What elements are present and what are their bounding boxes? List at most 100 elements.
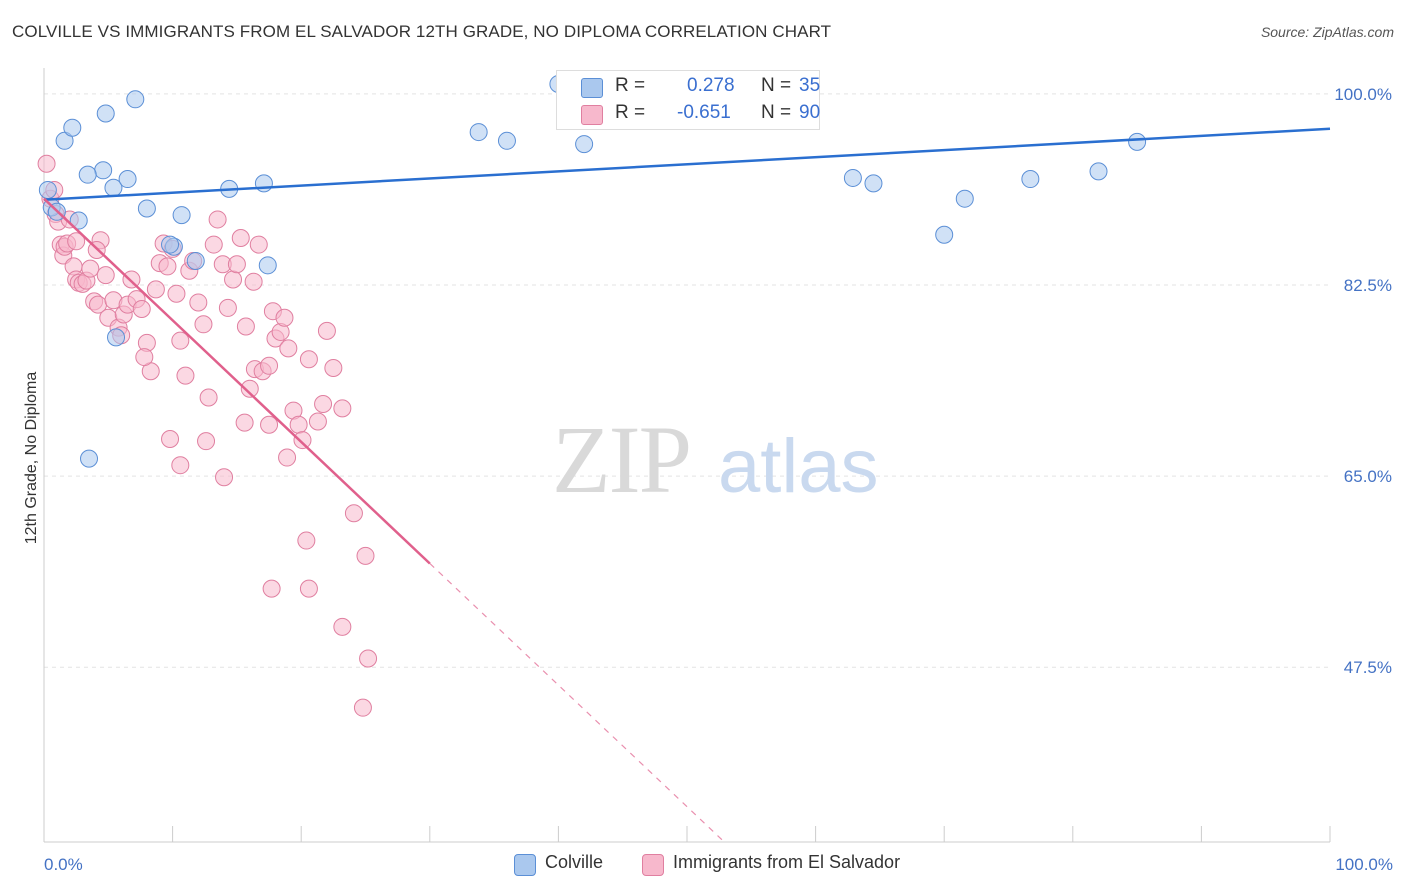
x-tick-label: 100.0% bbox=[1335, 855, 1393, 874]
immigrants-point bbox=[197, 432, 216, 451]
trend-lines bbox=[43, 127, 1331, 844]
immigrants-point bbox=[244, 272, 263, 291]
immigrants-point bbox=[314, 395, 333, 414]
immigrants-point bbox=[299, 350, 318, 369]
legend-swatch-immigrants bbox=[581, 105, 603, 125]
colville-point bbox=[94, 161, 113, 180]
immigrants-point bbox=[289, 415, 308, 434]
immigrants-point bbox=[293, 431, 312, 450]
immigrants-point bbox=[218, 298, 237, 317]
colville-point bbox=[107, 328, 126, 347]
tick-labels: 100.0% 82.5% 65.0% 47.5% 0.0% 100.0% bbox=[44, 85, 1393, 874]
colville-point bbox=[80, 449, 99, 468]
colville-point bbox=[1128, 132, 1147, 151]
immigrants-point bbox=[227, 255, 246, 274]
immigrants-trend-extension bbox=[429, 563, 726, 844]
immigrants-point bbox=[260, 415, 279, 434]
colville-point bbox=[38, 180, 57, 199]
watermark-zip: ZIP bbox=[552, 406, 690, 513]
immigrants-point bbox=[240, 379, 259, 398]
legend-r-label: R = bbox=[615, 75, 646, 96]
colville-point bbox=[1089, 162, 1108, 181]
colville-point bbox=[137, 199, 156, 218]
legend-label-colville: Colville bbox=[545, 852, 604, 872]
colville-point bbox=[63, 118, 82, 137]
y-axis-label: 12th Grade, No Diploma bbox=[23, 372, 40, 545]
immigrants-point bbox=[333, 617, 352, 636]
colville-trend-line bbox=[43, 127, 1331, 202]
colville-point bbox=[497, 131, 516, 150]
series-colville-points bbox=[38, 75, 1147, 468]
watermark-atlas: atlas bbox=[718, 424, 879, 509]
immigrants-point bbox=[215, 468, 234, 487]
immigrants-point bbox=[37, 154, 56, 173]
legend-r-value: 0.278 bbox=[687, 75, 735, 96]
colville-point bbox=[161, 235, 180, 254]
immigrants-point bbox=[199, 388, 218, 407]
colville-point bbox=[96, 104, 115, 123]
legend-swatch-immigrants bbox=[642, 854, 664, 876]
immigrants-point bbox=[279, 339, 298, 358]
legend-label-immigrants: Immigrants from El Salvador bbox=[673, 852, 901, 872]
series-legend: Colville Immigrants from El Salvador bbox=[0, 852, 1406, 878]
immigrants-point bbox=[167, 284, 186, 303]
immigrants-point bbox=[299, 579, 318, 598]
immigrants-point bbox=[67, 232, 86, 251]
immigrants-point bbox=[317, 321, 336, 340]
immigrants-trend-line bbox=[43, 197, 431, 565]
colville-point bbox=[186, 251, 205, 270]
colville-point bbox=[254, 174, 273, 193]
immigrants-point bbox=[224, 270, 243, 289]
immigrants-point bbox=[344, 504, 363, 523]
colville-point bbox=[864, 174, 883, 193]
immigrants-point bbox=[235, 413, 254, 432]
immigrants-point bbox=[333, 399, 352, 418]
colville-point bbox=[469, 123, 488, 142]
immigrants-point bbox=[260, 356, 279, 375]
immigrants-point bbox=[194, 315, 213, 334]
immigrants-point bbox=[359, 649, 378, 668]
immigrants-point bbox=[324, 358, 343, 377]
colville-point bbox=[172, 206, 191, 225]
chart-title: COLVILLE VS IMMIGRANTS FROM EL SALVADOR … bbox=[12, 22, 832, 41]
immigrants-point bbox=[231, 229, 250, 248]
colville-point bbox=[575, 135, 594, 154]
y-tick-label: 100.0% bbox=[1334, 85, 1392, 104]
source-label: Source: ZipAtlas.com bbox=[1260, 24, 1394, 40]
immigrants-point bbox=[204, 235, 223, 254]
immigrants-point bbox=[278, 448, 297, 467]
immigrants-point bbox=[135, 348, 154, 367]
immigrants-point bbox=[249, 235, 268, 254]
colville-point bbox=[935, 225, 954, 244]
y-tick-label: 82.5% bbox=[1344, 276, 1392, 295]
legend-n-value: 35 bbox=[799, 75, 821, 96]
legend-n-label: N = bbox=[761, 102, 792, 123]
immigrants-point bbox=[171, 456, 190, 475]
immigrants-point bbox=[176, 366, 195, 385]
x-tick-label: 0.0% bbox=[44, 855, 83, 874]
immigrants-point bbox=[297, 531, 316, 550]
immigrants-point bbox=[208, 210, 227, 229]
immigrants-point bbox=[171, 331, 190, 350]
colville-point bbox=[126, 90, 145, 109]
immigrants-point bbox=[146, 280, 165, 299]
colville-point bbox=[258, 256, 277, 275]
colville-point bbox=[69, 211, 88, 230]
immigrants-point bbox=[132, 300, 151, 319]
immigrants-point bbox=[353, 698, 372, 717]
colville-point bbox=[78, 165, 97, 184]
colville-point bbox=[843, 168, 862, 187]
legend-r-label: R = bbox=[615, 102, 646, 123]
colville-point bbox=[118, 170, 137, 189]
y-tick-label: 47.5% bbox=[1344, 658, 1392, 677]
immigrants-point bbox=[308, 412, 327, 431]
immigrants-point bbox=[262, 579, 281, 598]
legend-n-label: N = bbox=[761, 75, 792, 96]
legend-swatch-colville bbox=[581, 78, 603, 98]
colville-point bbox=[1021, 170, 1040, 189]
immigrants-point bbox=[275, 308, 294, 327]
immigrants-point bbox=[236, 317, 255, 336]
immigrants-point bbox=[161, 429, 180, 448]
y-tick-label: 65.0% bbox=[1344, 467, 1392, 486]
